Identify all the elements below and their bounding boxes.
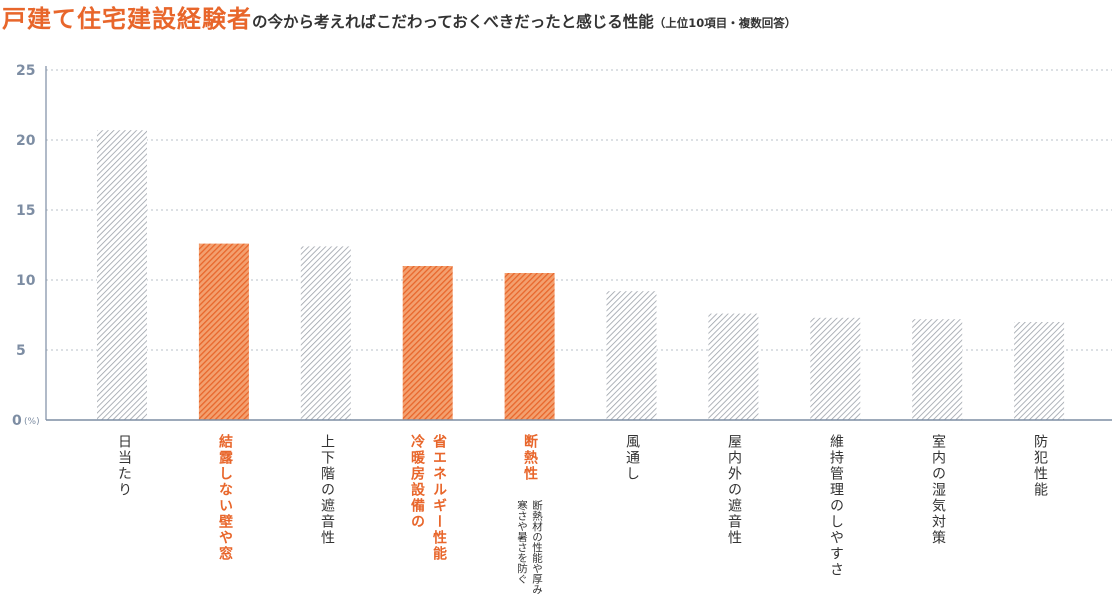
bar-0 (97, 130, 147, 420)
category-label-9: 防犯性能 (1032, 434, 1048, 498)
chart-title: 戸建て住宅建設経験者の今から考えればこだわっておくべきだったと感じる性能（上位1… (2, 2, 1112, 36)
bar-9 (1014, 322, 1065, 420)
category-label-3a: 省エネルギー性能 (431, 434, 447, 562)
title-note: （上位10項目・複数回答） (653, 16, 797, 30)
category-label-6: 屋内外の遮音性 (726, 434, 742, 546)
category-label-4: 断熱性 (522, 434, 538, 482)
title-sub: の今から考えればこだわっておくべきだったと感じる性能 (252, 13, 654, 31)
category-label-3b: 冷暖房設備の (409, 434, 425, 530)
bar-1 (198, 243, 249, 420)
y-tick-label-15: 15 (16, 203, 35, 219)
category-label-2: 上下階の遮音性 (319, 434, 335, 546)
bars (97, 130, 1065, 420)
y-axis: 0 5 10 15 20 25 (%) (12, 63, 47, 429)
title-main: 戸建て住宅建設経験者 (2, 5, 252, 33)
y-unit-label: (%) (24, 417, 40, 427)
bar-8 (912, 319, 963, 420)
category-note-4a: 断熱材の性能や厚み (531, 500, 543, 595)
y-tick-label-10: 10 (16, 273, 36, 289)
y-tick-label-20: 20 (16, 133, 36, 149)
category-label-8: 室内の湿気対策 (930, 434, 946, 546)
y-tick-label-25: 25 (16, 63, 35, 79)
category-label-0: 日当たり (116, 434, 132, 498)
bar-6 (708, 313, 759, 420)
bar-4 (504, 273, 555, 420)
bar-5 (606, 291, 657, 420)
category-label-7: 維持管理のしやすさ (828, 434, 844, 578)
category-label-5: 風通し (624, 434, 640, 482)
bar-7 (810, 317, 861, 420)
y-tick-label-5: 5 (16, 343, 26, 359)
bar-chart: 0 5 10 15 20 25 (%) (12, 63, 1112, 429)
bar-3 (402, 266, 453, 420)
category-note-4b: 寒さや暑さを防ぐ (516, 500, 528, 584)
y-tick-label-0: 0 (12, 413, 22, 429)
category-label-1: 結露しない壁や窓 (217, 434, 233, 562)
bar-2 (300, 246, 351, 420)
